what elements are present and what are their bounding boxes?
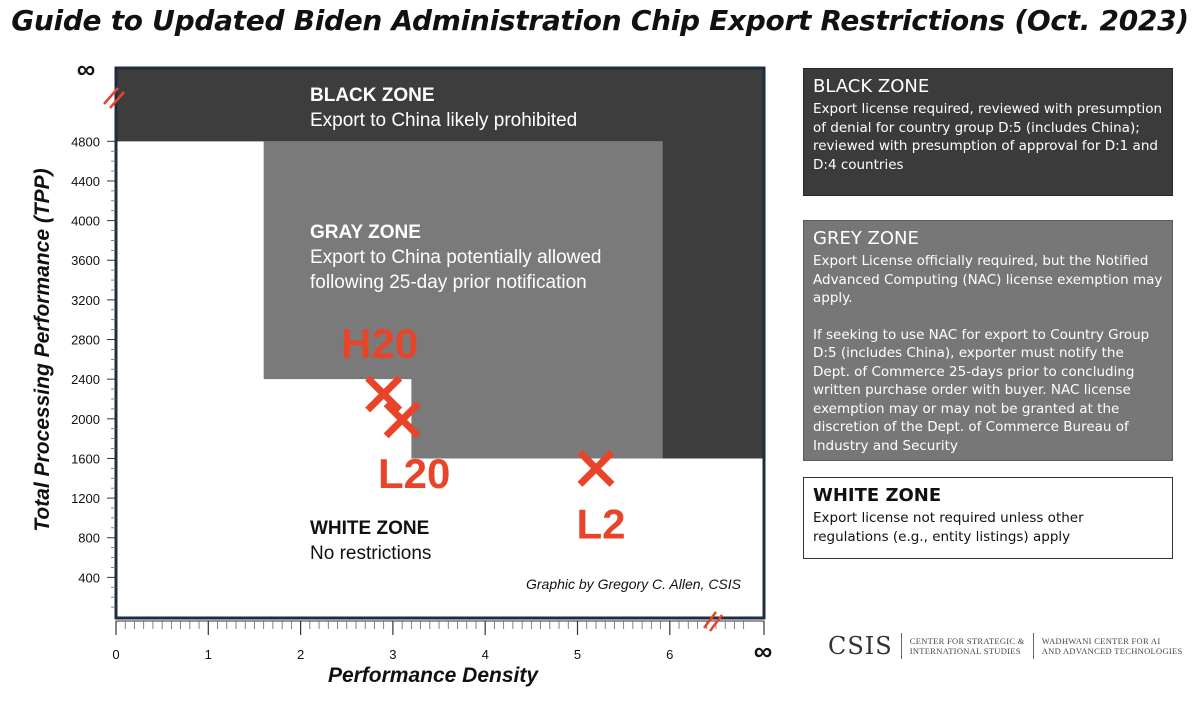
zone-labels-layer: BLACK ZONE Export to China likely prohib…	[310, 85, 742, 592]
points-layer: H20 L20 L2	[341, 320, 625, 547]
wadhwani-center-name: WADHWANI CENTER FOR AI AND ADVANCED TECH…	[1041, 636, 1183, 656]
x-tick-label: 1	[205, 647, 212, 662]
y-tick-label: 2800	[71, 333, 100, 348]
gray-zone-desc: Export to China potentially allowed follo…	[310, 247, 602, 293]
y-axis-title: Total Processing Performance (TPP)	[31, 168, 54, 531]
y-tick-label: 2000	[71, 412, 100, 427]
legend-black-zone: BLACK ZONE Export license required, revi…	[803, 68, 1173, 196]
x-mark	[383, 401, 421, 439]
csis-center-name: CENTER FOR STRATEGIC & INTERNATIONAL STU…	[909, 636, 1025, 656]
y-tick-label: 1600	[71, 451, 100, 466]
x-axis-title: Performance Density	[328, 664, 539, 687]
x-infinity-label: ∞	[754, 636, 773, 666]
y-tick-label: 800	[78, 531, 100, 546]
legend-white-heading: WHITE ZONE	[813, 485, 942, 506]
x-tick-label: 2	[297, 647, 304, 662]
y-tick-label: 1200	[71, 491, 100, 506]
legend-grey-text-1: Export License officially required, but …	[813, 253, 1163, 306]
page-title: Guide to Updated Biden Administration Ch…	[11, 4, 1189, 37]
x-mark	[577, 449, 615, 487]
x-tick-label: 3	[389, 647, 396, 662]
legend-grey-zone: GREY ZONE Export License officially requ…	[803, 220, 1173, 461]
plot-frame	[114, 66, 766, 620]
data-point-h20: H20	[341, 320, 418, 413]
black-zone-area	[116, 68, 764, 459]
legend-black-heading: BLACK ZONE	[813, 76, 930, 97]
y-tick-label: 2400	[71, 372, 100, 387]
legend-grey-heading: GREY ZONE	[813, 228, 919, 249]
y-tick-label: 400	[78, 570, 100, 585]
x-tick-label: 5	[574, 647, 581, 662]
y-axis-break	[103, 87, 119, 105]
point-label: H20	[341, 320, 418, 367]
chart: 4008001200160020002400280032003600400044…	[31, 54, 772, 687]
y-tick-label: 4400	[71, 174, 100, 189]
zones-layer	[116, 68, 764, 617]
y-tick-label: 4000	[71, 214, 100, 229]
csis-logo: CSIS	[828, 632, 893, 660]
y-axis-break	[109, 91, 125, 109]
gray-zone-area	[263, 141, 663, 459]
y-tick-label: 3200	[71, 293, 100, 308]
legend-grey-text-2: If seeking to use NAC for export to Coun…	[813, 326, 1150, 454]
point-label: L2	[576, 500, 625, 547]
y-tick-label: 3600	[71, 253, 100, 268]
data-point-l20: L20	[378, 401, 450, 497]
legend-white-text: Export license not required unless other…	[813, 510, 1084, 545]
black-zone-title: BLACK ZONE	[310, 85, 435, 106]
credit-text: Graphic by Gregory C. Allen, CSIS	[526, 576, 742, 592]
y-infinity-label: ∞	[77, 54, 96, 84]
white-zone-desc: No restrictions	[310, 543, 431, 564]
legend-white-zone: WHITE ZONE Export license not required u…	[803, 477, 1173, 559]
logo-divider	[900, 633, 902, 659]
x-mark	[365, 375, 403, 413]
point-label: L20	[378, 450, 450, 497]
axes-layer: 4008001200160020002400280032003600400044…	[31, 54, 772, 687]
logos: CSIS CENTER FOR STRATEGIC & INTERNATIONA…	[828, 631, 1183, 661]
x-axis-break	[703, 611, 717, 629]
white-zone-title: WHITE ZONE	[310, 518, 429, 539]
logo-divider	[1032, 633, 1034, 659]
x-tick-label: 6	[666, 647, 673, 662]
x-tick-label: 0	[112, 647, 119, 662]
legend-black-text: Export license required, reviewed with p…	[813, 101, 1163, 173]
gray-zone-title: GRAY ZONE	[310, 222, 421, 243]
x-tick-label: 4	[482, 647, 489, 662]
data-point-l2: L2	[576, 449, 625, 547]
y-tick-label: 4800	[71, 134, 100, 149]
x-axis-break	[709, 614, 723, 632]
black-zone-desc: Export to China likely prohibited	[310, 110, 577, 131]
